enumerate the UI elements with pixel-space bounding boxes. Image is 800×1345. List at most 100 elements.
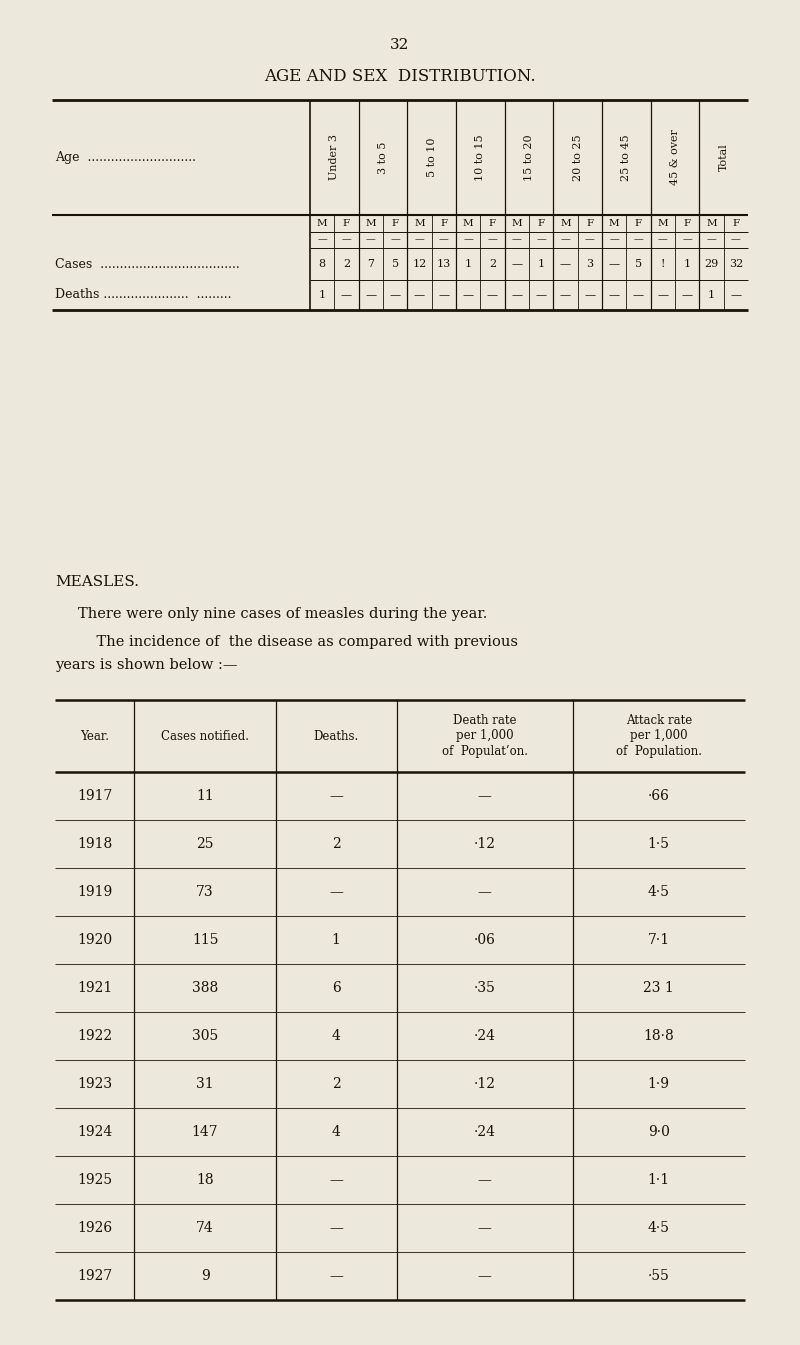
Text: —: —: [318, 235, 327, 245]
Text: 388: 388: [192, 981, 218, 995]
Text: F: F: [635, 219, 642, 229]
Text: 74: 74: [196, 1221, 214, 1235]
Text: 5 to 10: 5 to 10: [426, 137, 437, 178]
Text: —: —: [634, 235, 643, 245]
Text: 3: 3: [586, 260, 594, 269]
Text: —: —: [330, 1268, 343, 1283]
Text: —: —: [438, 291, 450, 300]
Text: M: M: [366, 219, 376, 229]
Text: ·12: ·12: [474, 837, 495, 851]
Text: F: F: [392, 219, 398, 229]
Text: —: —: [610, 235, 619, 245]
Text: 20 to 25: 20 to 25: [573, 134, 582, 180]
Text: MEASLES.: MEASLES.: [55, 576, 139, 589]
Text: —: —: [584, 291, 595, 300]
Text: 9·0: 9·0: [648, 1124, 670, 1139]
Text: —: —: [560, 260, 571, 269]
Text: 6: 6: [332, 981, 341, 995]
Text: 1927: 1927: [77, 1268, 112, 1283]
Text: —: —: [330, 885, 343, 898]
Text: —: —: [511, 260, 522, 269]
Text: —: —: [330, 790, 343, 803]
Text: —: —: [682, 291, 693, 300]
Text: 3 to 5: 3 to 5: [378, 141, 388, 174]
Text: 1: 1: [332, 933, 341, 947]
Text: —: —: [706, 235, 716, 245]
Text: 18: 18: [196, 1173, 214, 1188]
Text: 10 to 15: 10 to 15: [475, 134, 486, 180]
Text: Cases  ....................................: Cases ..................................…: [55, 257, 240, 270]
Text: 1: 1: [538, 260, 545, 269]
Text: 12: 12: [412, 260, 426, 269]
Text: 4: 4: [332, 1029, 341, 1042]
Text: The incidence of  the disease as compared with previous: The incidence of the disease as compared…: [78, 635, 518, 650]
Text: 11: 11: [196, 790, 214, 803]
Text: —: —: [658, 235, 668, 245]
Text: 29: 29: [704, 260, 718, 269]
Text: 305: 305: [192, 1029, 218, 1042]
Text: —: —: [488, 235, 498, 245]
Text: —: —: [478, 1173, 491, 1188]
Text: ·24: ·24: [474, 1029, 495, 1042]
Text: Attack rate
per 1,000
of  Population.: Attack rate per 1,000 of Population.: [616, 714, 702, 757]
Text: M: M: [706, 219, 717, 229]
Text: M: M: [560, 219, 571, 229]
Text: —: —: [487, 291, 498, 300]
Text: 1920: 1920: [77, 933, 112, 947]
Text: M: M: [658, 219, 668, 229]
Text: M: M: [511, 219, 522, 229]
Text: F: F: [489, 219, 496, 229]
Text: 4: 4: [332, 1124, 341, 1139]
Text: 15 to 20: 15 to 20: [524, 134, 534, 180]
Text: 1: 1: [708, 291, 715, 300]
Text: —: —: [561, 235, 570, 245]
Text: 1917: 1917: [77, 790, 112, 803]
Text: —: —: [682, 235, 692, 245]
Text: F: F: [343, 219, 350, 229]
Text: Year.: Year.: [80, 729, 109, 742]
Text: 1926: 1926: [77, 1221, 112, 1235]
Text: —: —: [366, 291, 376, 300]
Text: 115: 115: [192, 933, 218, 947]
Text: 9: 9: [201, 1268, 210, 1283]
Text: years is shown below :—: years is shown below :—: [55, 658, 238, 672]
Text: 5: 5: [635, 260, 642, 269]
Text: 147: 147: [192, 1124, 218, 1139]
Text: —: —: [478, 1268, 491, 1283]
Text: 7·1: 7·1: [648, 933, 670, 947]
Text: 2: 2: [343, 260, 350, 269]
Text: —: —: [366, 235, 376, 245]
Text: —: —: [330, 1173, 343, 1188]
Text: —: —: [512, 235, 522, 245]
Text: 1·1: 1·1: [648, 1173, 670, 1188]
Text: Age  ............................: Age ............................: [55, 151, 196, 164]
Text: 32: 32: [390, 38, 410, 52]
Text: 2: 2: [332, 1077, 341, 1091]
Text: M: M: [317, 219, 327, 229]
Text: 4·5: 4·5: [648, 1221, 670, 1235]
Text: ·06: ·06: [474, 933, 495, 947]
Text: 32: 32: [729, 260, 743, 269]
Text: 18·8: 18·8: [643, 1029, 674, 1042]
Text: —: —: [658, 291, 668, 300]
Text: 1: 1: [684, 260, 690, 269]
Text: There were only nine cases of measles during the year.: There were only nine cases of measles du…: [78, 607, 487, 621]
Text: —: —: [342, 235, 351, 245]
Text: —: —: [390, 291, 401, 300]
Text: —: —: [478, 885, 491, 898]
Text: F: F: [732, 219, 739, 229]
Text: 45 & over: 45 & over: [670, 129, 680, 186]
Text: —: —: [731, 235, 741, 245]
Text: F: F: [538, 219, 545, 229]
Text: 1921: 1921: [77, 981, 112, 995]
Text: —: —: [609, 260, 620, 269]
Text: Deaths.: Deaths.: [314, 729, 358, 742]
Text: M: M: [463, 219, 474, 229]
Text: 4·5: 4·5: [648, 885, 670, 898]
Text: ·12: ·12: [474, 1077, 495, 1091]
Text: 2: 2: [489, 260, 496, 269]
Text: 1919: 1919: [77, 885, 112, 898]
Text: 1: 1: [318, 291, 326, 300]
Text: 31: 31: [196, 1077, 214, 1091]
Text: 5: 5: [392, 260, 398, 269]
